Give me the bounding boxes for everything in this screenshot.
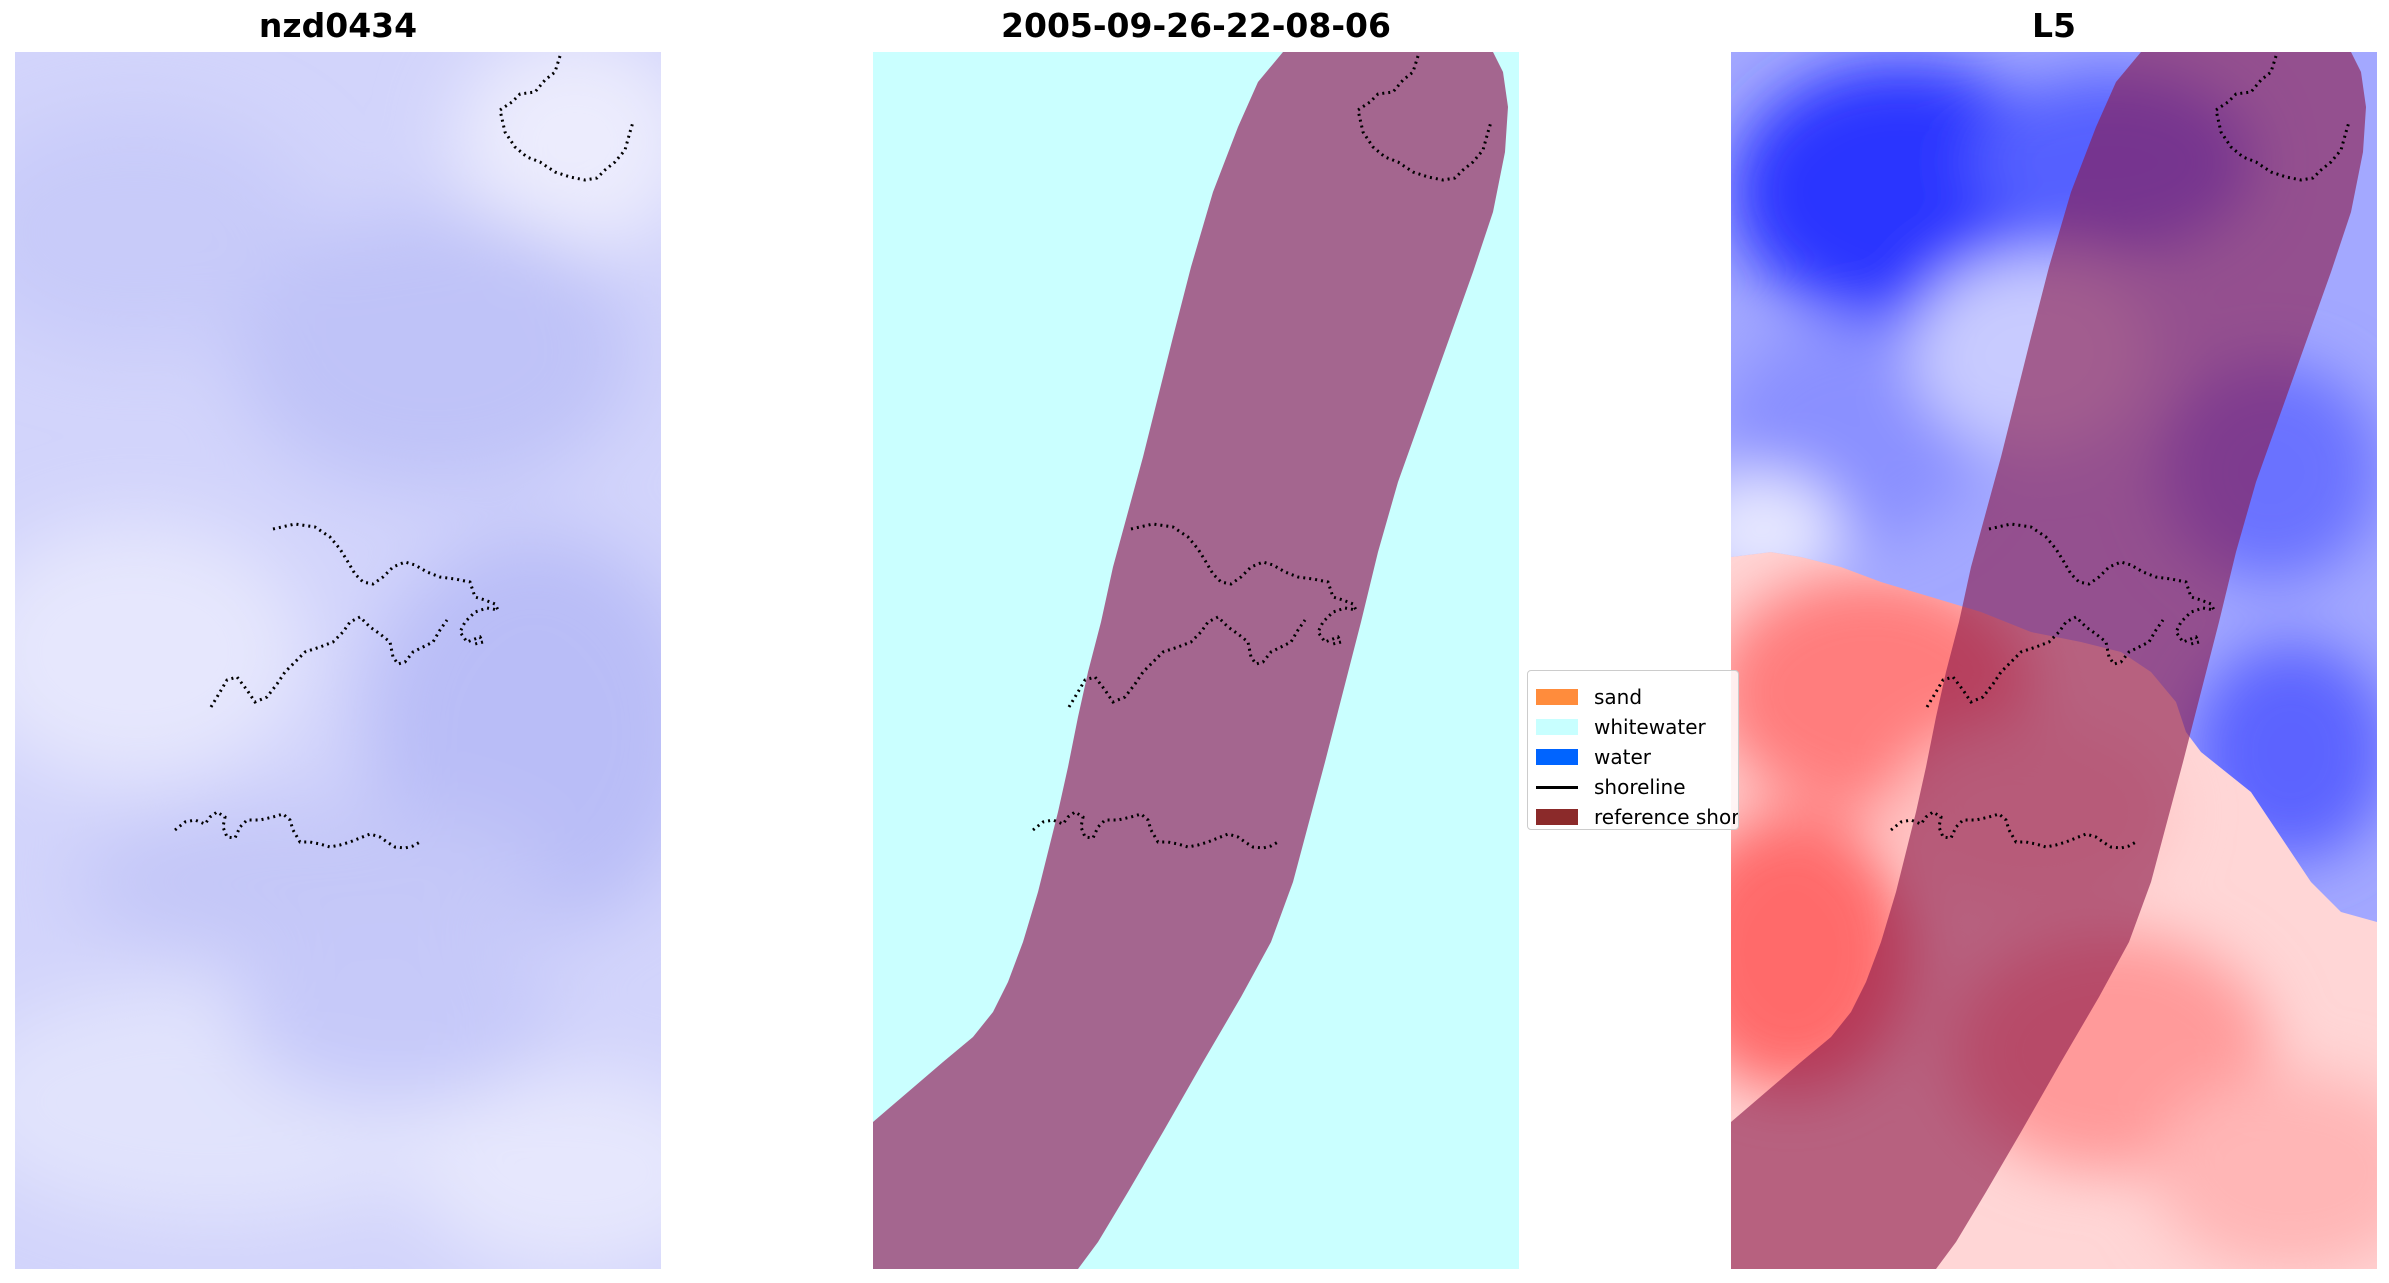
legend-label-shoreline: shoreline xyxy=(1594,775,1686,799)
legend-swatch-reference-shoreline xyxy=(1536,809,1578,825)
panel-title-rgb: nzd0434 xyxy=(258,6,418,45)
legend-swatch-sand xyxy=(1536,689,1578,705)
shoreline-points xyxy=(1890,55,2351,850)
reference-shoreline-buffer xyxy=(1731,52,2366,1269)
index-image-panel xyxy=(1731,52,2377,1269)
legend-label-sand: sand xyxy=(1594,685,1643,709)
legend-label-reference-shoreline: reference shoreline xyxy=(1594,805,1739,829)
legend-swatch-whitewater xyxy=(1536,719,1578,735)
rgb-image-panel xyxy=(15,52,661,1269)
legend-item-whitewater: whitewater xyxy=(1536,713,1706,741)
classified-image-panel xyxy=(873,52,1519,1269)
legend-item-reference-shoreline: reference shoreline xyxy=(1536,803,1739,829)
legend-item-sand: sand xyxy=(1536,683,1642,711)
panel-title-date: 2005-09-26-22-08-06 xyxy=(1001,6,1391,45)
shoreline-points xyxy=(174,55,635,850)
legend-item-shoreline: shoreline xyxy=(1536,773,1686,801)
index-image xyxy=(1731,52,2377,1269)
classified-image xyxy=(873,52,1519,1269)
shoreline-points xyxy=(1032,55,1493,850)
legend-item-water: water xyxy=(1536,743,1651,771)
rgb-image xyxy=(15,52,661,1269)
legend-label-whitewater: whitewater xyxy=(1594,715,1706,739)
legend: sand whitewater water shoreline referenc… xyxy=(1527,670,1739,830)
legend-swatch-shoreline xyxy=(1536,785,1578,789)
legend-swatch-water xyxy=(1536,749,1578,765)
legend-label-water: water xyxy=(1594,745,1651,769)
reference-shoreline-buffer xyxy=(873,52,1508,1269)
panel-title-index: L5 xyxy=(2032,6,2076,45)
